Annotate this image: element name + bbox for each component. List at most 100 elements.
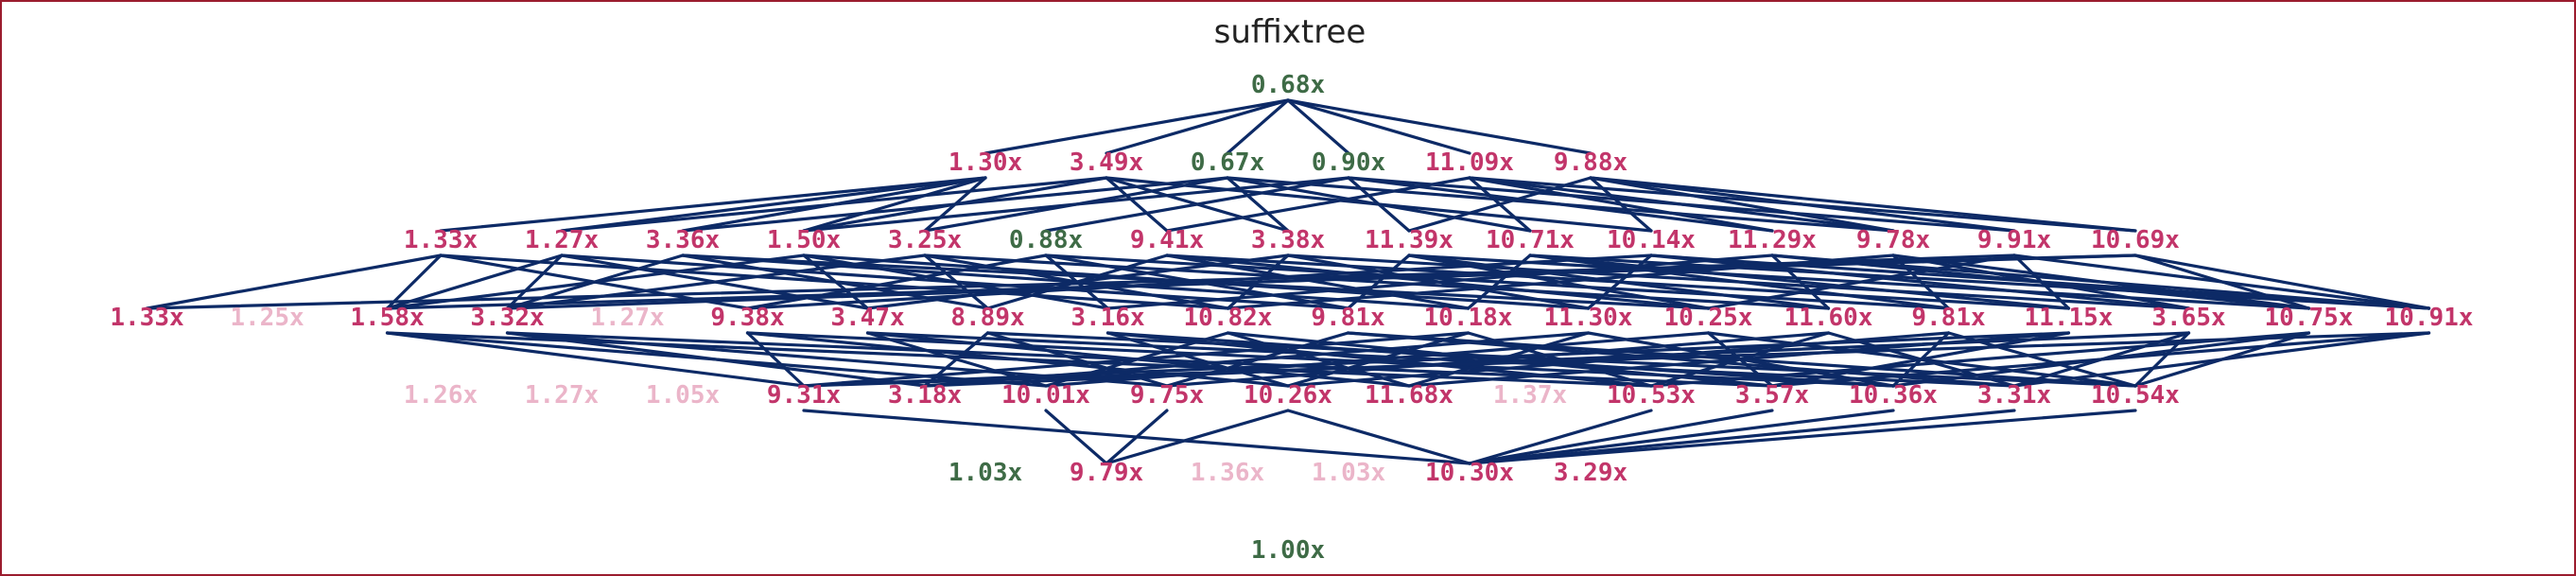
edge-2-13-to-3-16 [2012, 253, 2071, 310]
node-label-l2-2: 3.36x [646, 226, 720, 254]
edge-1-5-to-2-13 [1589, 176, 2016, 233]
node-label-l1-2: 0.67x [1191, 148, 1264, 177]
edge-4-6-to-5-1 [1105, 409, 1169, 465]
node-label-l3-2: 1.58x [350, 304, 424, 332]
edge-3-3-to-4-4 [505, 331, 927, 388]
edge-2-14-to-3-18 [2133, 253, 2311, 310]
edge-2-7-to-3-6 [865, 253, 1290, 310]
node-label-l4-10: 10.53x [1607, 381, 1696, 410]
edge-4-7-to-5-1 [1105, 409, 1290, 465]
edge-2-12-to-3-15 [1891, 253, 1951, 310]
node-label-l3-3: 3.32x [470, 304, 544, 332]
node-label-l4-7: 10.26x [1244, 381, 1332, 410]
node-label-l1-3: 0.90x [1312, 148, 1385, 177]
edge-2-14-to-3-2 [385, 253, 2137, 310]
node-label-l5-0: 1.03x [949, 459, 1022, 487]
edge-3-19-to-4-11 [1770, 331, 2431, 388]
node-label-l2-3: 1.50x [767, 226, 841, 254]
edge-2-13-to-3-13 [1706, 253, 2016, 310]
edges [145, 98, 2431, 465]
node-label-l3-4: 1.27x [590, 304, 664, 332]
edge-3-16-to-4-11 [1770, 331, 2071, 388]
node-label-l5-2: 1.36x [1191, 459, 1264, 487]
node-label-l2-11: 11.29x [1728, 226, 1817, 254]
chart-title: suffixtree [1213, 13, 1366, 51]
edge-2-0-to-3-2 [385, 253, 443, 310]
node-label-l4-14: 10.54x [2091, 381, 2180, 410]
edge-0-0-to-1-4 [1286, 98, 1471, 155]
node-label-l2-14: 10.69x [2091, 226, 2180, 254]
node-label-l1-0: 1.30x [949, 148, 1022, 177]
node-label-l2-10: 10.14x [1607, 226, 1696, 254]
edge-1-1-to-2-1 [560, 176, 1108, 233]
edge-4-13-to-5-4 [1468, 409, 2016, 465]
node-label-l3-15: 9.81x [1911, 304, 1985, 332]
node-label-l3-6: 3.47x [830, 304, 904, 332]
node-label-l2-4: 3.25x [888, 226, 962, 254]
node-label-l2-8: 11.39x [1365, 226, 1453, 254]
edge-1-4-to-2-6 [1165, 176, 1471, 233]
node-label-l3-1: 1.25x [230, 304, 304, 332]
edge-2-8-to-3-10 [1346, 253, 1411, 310]
node-label-l2-0: 1.33x [404, 226, 478, 254]
node-label-l2-13: 9.91x [1977, 226, 2051, 254]
edge-2-3-to-3-6 [802, 253, 870, 310]
node-label-l2-1: 1.27x [525, 226, 599, 254]
edge-3-19-to-4-13 [2012, 331, 2431, 388]
node-label-l6-0: 1.00x [1251, 536, 1325, 565]
node-label-l1-5: 9.88x [1554, 148, 1627, 177]
edge-2-14-to-3-19 [2133, 253, 2431, 310]
edge-4-7-to-5-4 [1286, 409, 1471, 465]
edge-2-10-to-3-12 [1586, 253, 1653, 310]
nodes: 0.68x 1.30x 3.49x 0.67x 0.90x 11.09x 9.88x 1.33… [110, 71, 2473, 565]
edge-4-10-to-5-4 [1468, 409, 1653, 465]
node-label-l3-19: 10.91x [2385, 304, 2474, 332]
node-label-l3-13: 10.25x [1664, 304, 1753, 332]
edge-4-5-to-5-1 [1044, 409, 1108, 465]
edge-4-11-to-5-4 [1468, 409, 1774, 465]
edge-1-3-to-2-3 [802, 176, 1350, 233]
edge-2-4-to-3-3 [505, 253, 927, 310]
node-label-l3-16: 11.15x [2025, 304, 2114, 332]
edge-1-3-to-2-8 [1347, 176, 1411, 233]
edge-3-2-to-4-3 [385, 331, 806, 388]
node-label-l3-5: 9.38x [710, 304, 784, 332]
node-label-l4-0: 1.26x [404, 381, 478, 410]
edge-0-0-to-1-3 [1286, 98, 1350, 155]
edge-1-0-to-2-0 [439, 176, 987, 233]
edge-1-5-to-2-10 [1589, 176, 1653, 233]
edge-4-14-to-5-4 [1468, 409, 2137, 465]
edge-1-4-to-2-12 [1468, 176, 1895, 233]
node-label-l3-0: 1.33x [110, 304, 183, 332]
edge-2-9-to-3-15 [1528, 253, 1951, 310]
edge-1-5-to-2-14 [1589, 176, 2137, 233]
edge-3-8-to-4-7 [1105, 331, 1290, 388]
node-label-l2-6: 9.41x [1130, 226, 1204, 254]
edge-1-3-to-2-5 [1044, 176, 1350, 233]
edge-0-0-to-1-2 [1226, 98, 1290, 155]
node-label-l4-1: 1.27x [525, 381, 599, 410]
edge-3-11-to-4-3 [802, 331, 1471, 388]
node-label-l3-8: 3.16x [1070, 304, 1144, 332]
edge-2-4-to-3-7 [923, 253, 990, 310]
edge-1-5-to-2-8 [1407, 176, 1593, 233]
node-label-l5-4: 10.30x [1425, 459, 1514, 487]
edge-2-1-to-3-2 [385, 253, 564, 310]
node-label-l3-10: 9.81x [1311, 304, 1384, 332]
node-label-l4-6: 9.75x [1130, 381, 1204, 410]
edge-3-17-to-4-4 [923, 331, 2191, 388]
node-label-l5-5: 3.29x [1554, 459, 1627, 487]
edge-3-5-to-4-3 [745, 331, 806, 388]
edge-1-1-to-2-6 [1105, 176, 1169, 233]
node-label-l4-8: 11.68x [1365, 381, 1453, 410]
node-label-l3-18: 10.75x [2265, 304, 2354, 332]
edge-0-0-to-1-5 [1286, 98, 1593, 155]
node-label-l4-13: 3.31x [1977, 381, 2051, 410]
node-label-l4-12: 10.36x [1849, 381, 1938, 410]
edge-2-0-to-3-0 [145, 253, 443, 310]
edge-2-11-to-3-8 [1105, 253, 1774, 310]
edge-3-19-to-4-3 [802, 331, 2431, 388]
node-label-l2-7: 3.38x [1251, 226, 1325, 254]
edge-3-7-to-4-4 [923, 331, 990, 388]
